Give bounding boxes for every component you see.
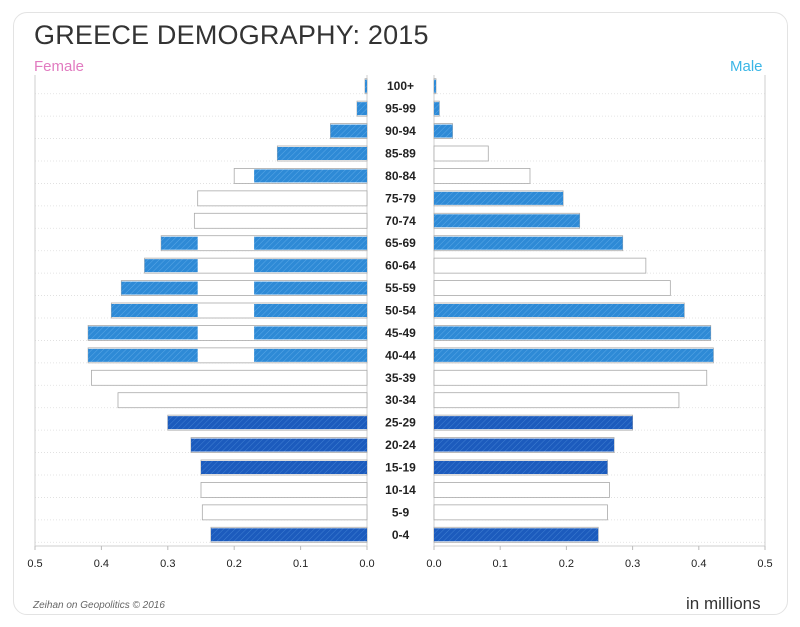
male-series-label: Male — [730, 58, 763, 75]
male-bar-75-79 — [434, 191, 564, 205]
age-group-label: 75-79 — [385, 191, 416, 205]
female-bar-inner-50-54 — [254, 304, 367, 317]
female-outline-bar-5-9 — [201, 504, 368, 521]
male-bar-25-29 — [434, 416, 633, 430]
tick-label: 0.3 — [625, 558, 640, 570]
age-labels: 100+ 95-99 90-94 85-89 80-84 75-79 70-74 65-69 6… — [385, 79, 416, 542]
female-bar-inner-60-64 — [254, 259, 367, 273]
male-outline-bar-10-14 — [433, 482, 610, 498]
source-credit: Zeihan on Geopolitics © 2016 — [33, 600, 165, 611]
age-group-label: 80-84 — [385, 169, 416, 183]
chart-title: GREECE DEMOGRAPHY: 2015 — [34, 20, 429, 50]
female-bar-65-69 — [161, 236, 198, 250]
age-group-label: 15-19 — [385, 461, 416, 475]
female-bar-55-59 — [121, 281, 198, 295]
female-outline-bar-70-74 — [193, 212, 368, 229]
tick-labels: 0.5 0.4 0.3 0.2 0.1 0.0 0.0 0.1 0.2 0.3 0.4 0.5 — [27, 546, 773, 570]
tick-label: 0.5 — [27, 558, 42, 570]
tick-label: 0.2 — [227, 558, 242, 570]
female-bar-45-49 — [88, 326, 198, 340]
age-group-label: 35-39 — [385, 371, 416, 385]
female-bar-inner-65-69 — [254, 236, 367, 250]
age-group-label: 25-29 — [385, 416, 416, 430]
tick-label: 0.3 — [160, 558, 175, 570]
female-bar-100+ — [365, 79, 367, 93]
tick-label: 0.5 — [757, 558, 772, 570]
male-outline-bar-85-89 — [433, 145, 489, 162]
age-group-label: 20-24 — [385, 438, 416, 452]
units-label: in millions — [686, 594, 761, 613]
female-bar-85-89 — [277, 147, 367, 160]
female-bar-80-84 — [254, 169, 367, 183]
female-bar-inner-40-44 — [254, 348, 367, 362]
age-group-label: 10-14 — [385, 483, 416, 497]
male-bar-40-44 — [434, 348, 714, 362]
female-bar-15-19 — [201, 461, 367, 474]
male-outline-bar-60-64 — [433, 257, 647, 274]
female-bar-0-4 — [210, 528, 367, 542]
bars — [87, 78, 714, 543]
age-group-label: 95-99 — [385, 102, 416, 116]
age-group-label: 30-34 — [385, 393, 416, 407]
tick-label: 0.1 — [293, 558, 308, 570]
age-group-label: 40-44 — [385, 348, 416, 362]
age-group-label: 85-89 — [385, 147, 416, 161]
tick-label: 0.2 — [559, 558, 574, 570]
male-outline-bar-80-84 — [433, 168, 531, 184]
female-bar-40-44 — [88, 348, 198, 362]
tick-label: 0.0 — [426, 558, 441, 570]
tick-label: 0.4 — [94, 558, 109, 570]
age-group-label: 70-74 — [385, 214, 416, 228]
male-bar-70-74 — [434, 214, 580, 228]
female-bar-90-94 — [330, 124, 367, 138]
male-bar-0-4 — [434, 528, 599, 542]
female-bar-25-29 — [167, 416, 367, 430]
age-group-label: 60-64 — [385, 259, 416, 273]
female-bar-95-99 — [357, 102, 367, 116]
female-bar-60-64 — [144, 259, 198, 273]
female-series-label: Female — [34, 58, 85, 75]
age-group-label: 0-4 — [392, 528, 410, 542]
age-group-label: 100+ — [387, 79, 414, 93]
female-outline-bar-30-34 — [117, 392, 368, 409]
male-bar-90-94 — [434, 124, 453, 138]
male-bar-45-49 — [434, 326, 711, 340]
male-bar-65-69 — [434, 236, 623, 250]
female-bar-inner-45-49 — [254, 326, 367, 340]
male-outline-bar-5-9 — [433, 504, 608, 521]
female-bar-20-24 — [191, 438, 367, 452]
male-bar-20-24 — [434, 438, 615, 452]
age-group-label: 45-49 — [385, 326, 416, 340]
male-bar-100+ — [434, 79, 436, 93]
female-bar-inner-55-59 — [254, 281, 367, 295]
male-bar-95-99 — [434, 102, 440, 116]
male-bar-15-19 — [434, 461, 608, 474]
female-bar-50-54 — [111, 304, 198, 317]
age-group-label: 65-69 — [385, 236, 416, 250]
male-bar-50-54 — [434, 304, 685, 317]
age-group-label: 50-54 — [385, 304, 416, 318]
male-outline-bar-30-34 — [433, 392, 680, 409]
male-outline-bar-55-59 — [433, 280, 671, 296]
male-outline-bar-35-39 — [433, 369, 708, 386]
female-outline-bar-10-14 — [200, 482, 368, 498]
age-group-label: 55-59 — [385, 281, 416, 295]
female-outline-bar-75-79 — [197, 190, 368, 207]
tick-label: 0.0 — [359, 558, 374, 570]
age-group-label: 5-9 — [392, 505, 410, 519]
tick-label: 0.4 — [691, 558, 706, 570]
age-group-label: 90-94 — [385, 124, 416, 138]
tick-label: 0.1 — [493, 558, 508, 570]
female-outline-bar-35-39 — [91, 369, 368, 386]
